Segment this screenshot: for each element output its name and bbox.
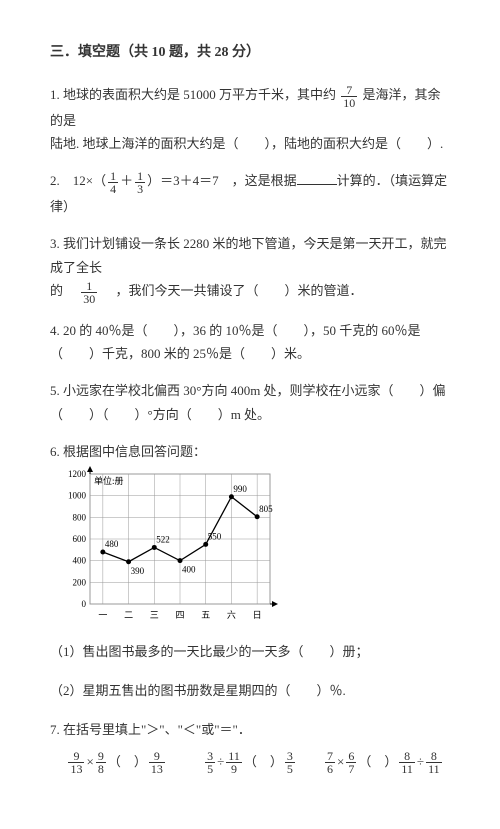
question-2: 2. 12×（ 1 4 ＋ 1 3 ）＝3＋4＝7 ，这是根据计算的．（填运算定… [50,169,450,218]
q2-text-a: 2. 12×（ [50,173,106,188]
frac-num: 6 [346,750,356,763]
frac-num: 1 [81,280,97,293]
frac-den: 8 [96,763,106,775]
frac-num: 9 [149,750,165,763]
q6-text: 6. 根据图中信息回答问题： [50,440,450,463]
question-6: 6. 根据图中信息回答问题： 0 200 400 600 800 1000 1200 一 二 三 四… [50,440,450,702]
question-7: 7. 在括号里填上"＞"、"＜"或"＝"． 913×98（ ）913 35÷11… [50,718,450,775]
q6-sub1: （1）售出图书最多的一天比最少的一天多（ ）册； [50,640,450,663]
q2-text-b: ）＝3＋4＝7 ，这是根据 [147,173,297,188]
frac-num: 11 [226,750,242,763]
svg-text:522: 522 [156,534,170,544]
fraction-1-3: 1 3 [135,170,145,195]
svg-text:800: 800 [73,512,87,522]
question-3: 3. 我们计划铺设一条长 2280 米的地下管道，今天是第一天开工，就完成了全长… [50,232,450,304]
frac-den: 3 [135,183,145,195]
svg-text:990: 990 [233,483,247,493]
frac-den: 11 [399,763,415,775]
frac-den: 13 [68,763,84,775]
compare-1: 913×98（ ）913 [50,750,183,776]
op: × [337,754,344,769]
question-1: 1. 地球的表面积大约是 51000 万平方千米，其中约 7 10 是海洋，其余… [50,83,450,155]
svg-text:六: 六 [227,609,236,620]
frac-num: 9 [68,750,84,763]
frac-den: 13 [149,763,165,775]
book-sales-chart: 0 200 400 600 800 1000 1200 一 二 三 四 五 六 日 单位:册 480 390 52… [50,464,280,624]
compare-row: 913×98（ ）913 35÷119（ ）35 76×67（ ）811÷811 [50,750,450,776]
svg-text:480: 480 [105,539,119,549]
frac-den: 5 [205,763,215,775]
svg-text:200: 200 [73,577,87,587]
frac-num: 3 [205,750,215,763]
frac-num: 8 [399,750,415,763]
svg-text:三: 三 [150,610,159,620]
question-5: 5. 小远家在学校北偏西 30°方向 400m 处，则学校在小远家（ ）偏（ ）… [50,379,450,426]
svg-text:五: 五 [201,610,210,620]
compare-2: 35÷119（ ）35 [183,750,316,776]
q3-text-a: 3. 我们计划铺设一条长 2280 米的地下管道，今天是第一天开工，就完成了全长 [50,236,447,274]
q3-text-b: 的 [50,283,63,298]
svg-text:日: 日 [253,610,262,620]
frac-den: 7 [346,763,356,775]
svg-text:1000: 1000 [68,490,87,500]
frac-den: 10 [341,97,357,109]
frac-num: 8 [426,750,442,763]
op: ÷ [217,754,224,769]
frac-num: 3 [285,750,295,763]
svg-text:1200: 1200 [68,469,87,479]
q2-plus: ＋ [120,173,133,188]
q6-sub2: （2）星期五售出的图书册数是星期四的（ ）％. [50,679,450,702]
fraction-1-30: 1 30 [81,280,97,305]
svg-text:单位:册: 单位:册 [94,475,124,486]
frac-den: 4 [108,183,118,195]
svg-text:一: 一 [98,610,107,620]
frac-den: 9 [226,763,242,775]
svg-text:0: 0 [82,599,87,609]
svg-text:390: 390 [131,565,145,575]
q1-text-a: 1. 地球的表面积大约是 51000 万平方千米，其中约 [50,87,336,102]
svg-text:二: 二 [124,610,133,620]
svg-text:600: 600 [73,534,87,544]
frac-num: 7 [325,750,335,763]
q1-text-c: 陆地. 地球上海洋的面积大约是（ ），陆地的面积大约是（ ）. [50,136,443,151]
frac-den: 6 [325,763,335,775]
blank-underline [297,171,337,185]
frac-den: 11 [426,763,442,775]
fraction-1-4: 1 4 [108,170,118,195]
q7-text: 7. 在括号里填上"＞"、"＜"或"＝"． [50,718,450,741]
section-title: 三．填空题（共 10 题，共 28 分） [50,40,450,65]
svg-text:400: 400 [73,555,87,565]
frac-den: 30 [81,293,97,305]
frac-den: 5 [285,763,295,775]
frac-num: 7 [341,84,357,97]
fraction-7-10: 7 10 [341,84,357,109]
svg-text:805: 805 [259,503,273,513]
frac-num: 9 [96,750,106,763]
svg-text:四: 四 [175,610,184,620]
op: ÷ [417,754,424,769]
question-4: 4. 20 的 40％是（ ），36 的 10％是（ ），50 千克的 60％是… [50,319,450,366]
q3-text-c: ，我们今天一共铺设了（ ）米的管道． [116,283,363,298]
op: × [86,754,93,769]
svg-text:550: 550 [208,531,222,541]
svg-text:400: 400 [182,564,196,574]
compare-3: 76×67（ ）811÷811 [317,750,450,776]
